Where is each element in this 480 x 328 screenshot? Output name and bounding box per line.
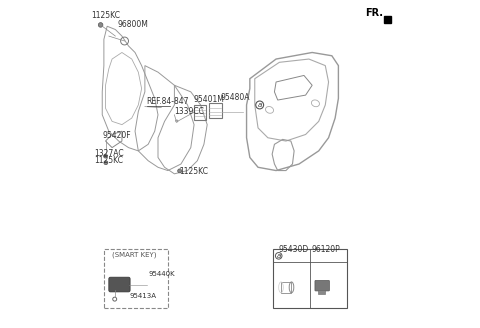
Circle shape xyxy=(98,23,103,27)
Text: 1125KC: 1125KC xyxy=(94,156,123,165)
Text: 1125KC: 1125KC xyxy=(91,11,120,20)
Text: 96800M: 96800M xyxy=(117,20,148,29)
Text: 95401M: 95401M xyxy=(193,95,224,104)
Text: 95430D: 95430D xyxy=(279,245,309,254)
Circle shape xyxy=(104,161,108,165)
Text: 1125KC: 1125KC xyxy=(179,168,208,176)
Bar xyxy=(384,16,391,23)
Polygon shape xyxy=(175,120,178,122)
FancyBboxPatch shape xyxy=(315,280,329,291)
Text: (SMART KEY): (SMART KEY) xyxy=(112,252,156,258)
FancyBboxPatch shape xyxy=(109,277,130,292)
Polygon shape xyxy=(318,290,325,294)
Text: 95420F: 95420F xyxy=(103,132,132,140)
Text: REF.84-847: REF.84-847 xyxy=(146,97,189,106)
Text: FR.: FR. xyxy=(365,8,383,18)
Text: a: a xyxy=(258,102,262,108)
Text: 96120P: 96120P xyxy=(312,245,340,254)
Circle shape xyxy=(104,154,108,158)
Text: 95480A: 95480A xyxy=(220,93,250,102)
Text: 1327AC: 1327AC xyxy=(94,149,124,158)
Text: 95413A: 95413A xyxy=(130,293,156,299)
Text: 1339CC: 1339CC xyxy=(174,108,204,116)
Text: a: a xyxy=(276,253,281,259)
Circle shape xyxy=(178,169,181,173)
Text: 95440K: 95440K xyxy=(148,271,175,277)
